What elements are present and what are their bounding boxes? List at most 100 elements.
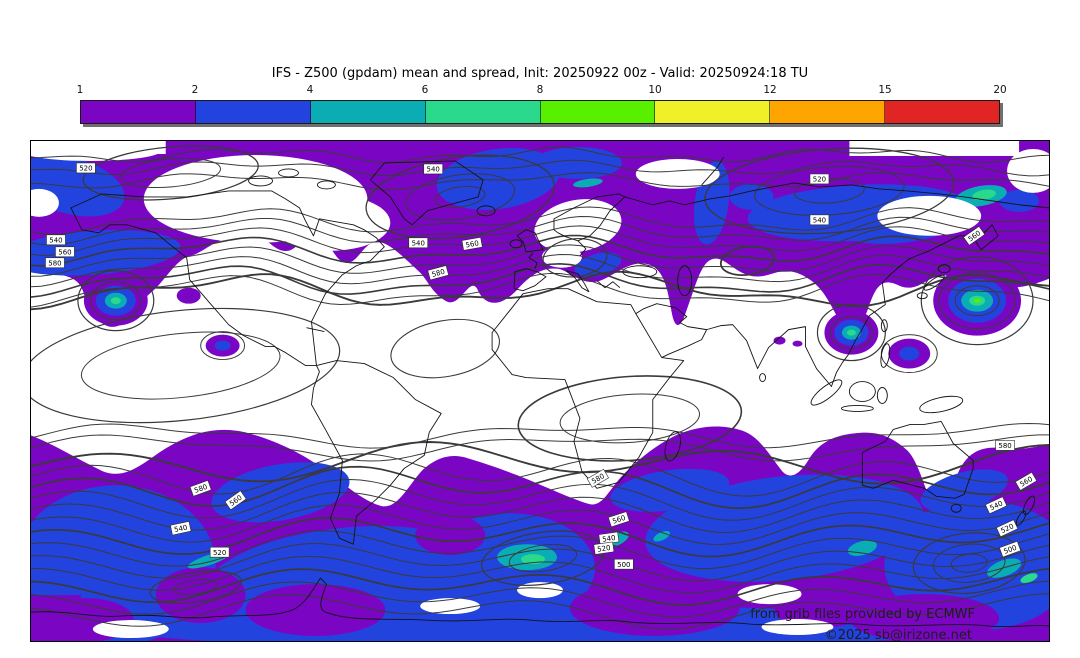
coast-sumatra	[810, 379, 843, 406]
svg-text:560: 560	[58, 248, 71, 256]
contour-label-500: 500	[614, 558, 634, 570]
contour-label-540: 540	[985, 496, 1008, 515]
contour-label-540: 540	[408, 237, 429, 249]
coast-italy	[565, 270, 590, 293]
coast-japan-honshu	[923, 274, 945, 291]
contour-label-540: 540	[170, 521, 192, 536]
svg-text:540: 540	[173, 524, 188, 535]
colorbar-tick-15: 15	[878, 84, 892, 96]
coast-siberia-north	[624, 182, 1049, 209]
contour-label-520: 520	[76, 162, 96, 174]
svg-text:500: 500	[617, 561, 630, 569]
svg-text:580: 580	[431, 268, 446, 279]
contour-label-500: 500	[999, 540, 1022, 558]
contour-label-520: 520	[809, 173, 830, 185]
colorbar-tick-20: 20	[993, 84, 1007, 96]
coast-australia	[861, 420, 974, 499]
contour-label-520: 520	[209, 546, 230, 558]
coast-japan-kyushu	[916, 292, 928, 300]
coast-iceland	[476, 205, 496, 217]
coastline-layer	[31, 156, 1049, 628]
attribution-ecmwf: from grib files provided by ECMWF	[750, 607, 975, 622]
contour-label-580: 580	[189, 479, 212, 497]
coast-madagascar	[664, 431, 681, 462]
colorbar-tick-10: 10	[648, 84, 662, 96]
coast-scandinavia	[553, 193, 626, 242]
contour-label-580: 580	[427, 265, 450, 281]
contour-label-560: 560	[55, 246, 75, 258]
attribution-copyright: ©2025 sb@irizone.net	[824, 628, 972, 642]
coast-baltic	[577, 240, 587, 257]
colorbar-segment-15-20	[885, 101, 999, 123]
contour-label-520: 520	[593, 541, 615, 555]
contour-label-540: 540	[46, 234, 66, 246]
svg-text:520: 520	[813, 176, 826, 184]
svg-text:560: 560	[611, 514, 626, 526]
colorbar-tick-1: 1	[76, 84, 84, 96]
svg-text:520: 520	[213, 549, 226, 557]
coast-tasmania	[950, 503, 962, 513]
svg-text:580: 580	[48, 259, 61, 267]
contour-label-560: 560	[461, 236, 483, 251]
coast-france	[528, 252, 538, 269]
svg-text:560: 560	[465, 239, 479, 249]
colorbar-gradient-bar	[80, 100, 1000, 124]
coast-caspian	[677, 265, 693, 297]
svg-text:540: 540	[427, 166, 440, 174]
svg-text:540: 540	[412, 239, 425, 247]
colorbar-segment-8-10	[540, 101, 656, 123]
svg-text:540: 540	[49, 236, 62, 244]
coast-south-america	[310, 360, 442, 545]
coast-arabia	[635, 303, 708, 358]
coast-novaya-zemlya	[701, 156, 725, 186]
contour-label-540: 540	[423, 163, 443, 175]
colorbar-tick-12: 12	[763, 84, 777, 96]
coast-java	[840, 405, 874, 412]
coast-sri-lanka	[759, 373, 767, 382]
coast-new-guinea	[919, 395, 964, 414]
coast-britain	[516, 229, 544, 253]
contour-label-520: 520	[995, 519, 1019, 538]
coast-japan-hokkaido	[937, 264, 951, 274]
world-spread-map: 520 540 560 580 540 540 560 580 520 540 560 580 580 5…	[30, 140, 1050, 642]
colorbar-segment-2-4	[195, 101, 311, 123]
colorbar-tick-6: 6	[421, 84, 429, 96]
coast-sulawesi	[876, 387, 888, 404]
contour-label-560: 560	[607, 511, 630, 528]
contour-label-580: 580	[995, 440, 1015, 451]
coast-north-america	[70, 190, 385, 366]
coast-black-sea	[622, 265, 658, 279]
colorbar-tick-row: 1 2 4 6 8 10 12 15 20	[76, 84, 1007, 98]
colorbar-segment-1-2	[81, 101, 196, 123]
coast-asia-east	[706, 224, 999, 387]
contour-label-540: 540	[809, 214, 830, 226]
coast-ireland	[509, 239, 523, 249]
coast-greece	[596, 280, 621, 289]
coast-africa	[491, 288, 685, 489]
contour-label-580: 580	[45, 257, 65, 269]
coast-philippines	[880, 343, 891, 368]
colorbar-tick-4: 4	[306, 84, 314, 96]
spread-fill-layer	[31, 141, 1049, 641]
coast-borneo	[848, 381, 876, 402]
svg-text:540: 540	[813, 216, 826, 224]
colorbar-segment-6-8	[425, 101, 541, 123]
svg-text:540: 540	[602, 534, 616, 544]
coast-cuba	[306, 327, 325, 333]
svg-text:520: 520	[79, 165, 92, 173]
coast-new-zealand-north	[1023, 495, 1036, 515]
chart-title: IFS - Z500 (gpdam) mean and spread, Init…	[271, 66, 809, 81]
coast-new-zealand-south	[1015, 510, 1027, 526]
colorbar-segment-10-12	[655, 101, 771, 123]
coast-iberia	[513, 268, 547, 292]
svg-text:580: 580	[998, 442, 1011, 450]
colorbar-segment-12-15	[770, 101, 886, 123]
svg-text:520: 520	[597, 544, 611, 554]
coast-greenland	[369, 160, 484, 226]
colorbar: 1 2 4 6 8 10 12 15 20	[76, 84, 1007, 124]
coast-taiwan	[880, 319, 888, 333]
colorbar-tick-8: 8	[536, 84, 544, 96]
